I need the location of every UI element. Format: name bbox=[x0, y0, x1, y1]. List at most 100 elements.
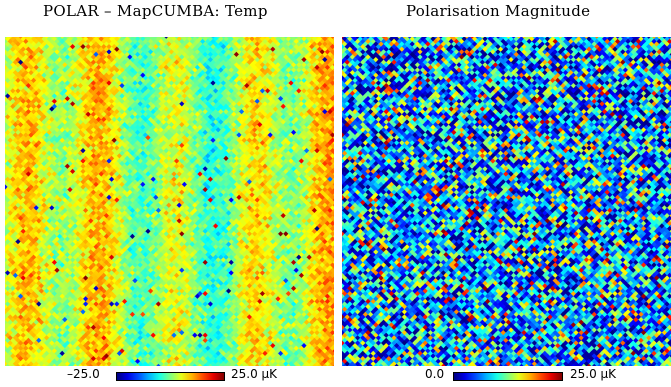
heatmap-cell bbox=[313, 101, 321, 108]
heatmap-cell bbox=[214, 59, 222, 67]
heatmap-cell bbox=[194, 101, 201, 108]
heatmap-cell bbox=[196, 37, 204, 43]
heatmap-cell bbox=[188, 153, 196, 160]
heatmap-cell bbox=[191, 46, 199, 54]
heatmap-cell bbox=[108, 140, 115, 147]
heatmap-cell bbox=[217, 114, 225, 121]
heatmap-cell bbox=[121, 101, 128, 108]
heatmap-cell bbox=[186, 114, 193, 121]
heatmap-cell bbox=[108, 114, 115, 121]
heatmap-cell bbox=[212, 46, 219, 54]
heatmap-cell bbox=[274, 46, 282, 54]
heatmap-cell bbox=[261, 59, 269, 67]
heatmap-cell bbox=[35, 37, 43, 43]
heatmap-cell bbox=[204, 153, 212, 160]
heatmap-cell bbox=[56, 140, 63, 147]
heatmap-cell bbox=[27, 101, 35, 108]
heatmap-cell bbox=[162, 142, 170, 150]
heatmap-cell bbox=[230, 116, 238, 124]
heatmap-cell bbox=[61, 114, 69, 121]
heatmap-cell bbox=[170, 37, 178, 43]
heatmap-cell bbox=[71, 103, 79, 111]
heatmap-cell bbox=[136, 90, 144, 98]
heatmap-cell bbox=[186, 46, 193, 54]
heatmap-cell bbox=[204, 64, 212, 72]
heatmap-cell bbox=[326, 124, 334, 132]
heatmap-cell bbox=[246, 127, 253, 134]
heatmap-cell bbox=[199, 90, 206, 98]
heatmap-cell bbox=[253, 46, 261, 54]
heatmap-cell bbox=[287, 85, 295, 93]
heatmap-cell bbox=[246, 90, 253, 98]
heatmap-cell bbox=[82, 62, 89, 69]
heatmap-cell bbox=[48, 116, 56, 124]
heatmap-cell bbox=[103, 119, 110, 127]
heatmap-cell bbox=[103, 88, 110, 95]
heatmap-cell bbox=[227, 46, 235, 54]
heatmap-cell bbox=[191, 129, 199, 137]
heatmap-cell bbox=[100, 148, 108, 155]
heatmap-cell bbox=[103, 109, 110, 116]
heatmap-cell bbox=[6, 90, 14, 98]
heatmap-cell bbox=[40, 129, 48, 137]
heatmap-cell bbox=[129, 62, 136, 69]
heatmap-cell bbox=[121, 80, 128, 88]
heatmap-cell bbox=[25, 103, 32, 111]
heatmap-cell bbox=[199, 101, 206, 108]
heatmap-cell bbox=[74, 142, 82, 150]
heatmap-cell bbox=[126, 59, 134, 67]
heatmap-cell bbox=[248, 135, 256, 142]
heatmap-cell bbox=[222, 46, 230, 54]
heatmap-cell bbox=[160, 114, 167, 121]
heatmap-cell bbox=[222, 41, 230, 49]
heatmap-cell bbox=[147, 153, 154, 160]
heatmap-cell bbox=[181, 37, 188, 43]
heatmap-cell bbox=[194, 148, 201, 155]
heatmap-cell bbox=[313, 85, 321, 93]
heatmap-cell bbox=[116, 75, 123, 82]
heatmap-cell bbox=[77, 46, 84, 54]
heatmap-cell bbox=[212, 114, 219, 121]
heatmap-cell bbox=[149, 77, 157, 85]
heatmap-cell bbox=[248, 140, 256, 147]
heatmap-cell bbox=[261, 142, 269, 150]
heatmap-cell bbox=[246, 116, 253, 124]
heatmap-cell bbox=[19, 135, 27, 142]
heatmap-cell bbox=[134, 103, 141, 111]
heatmap-cell bbox=[233, 41, 240, 49]
heatmap-cell bbox=[82, 135, 89, 142]
heatmap-cell bbox=[95, 101, 102, 108]
heatmap-cell bbox=[300, 46, 308, 54]
heatmap-cell bbox=[181, 114, 188, 121]
heatmap-cell bbox=[287, 116, 295, 124]
heatmap-cell bbox=[71, 37, 79, 43]
heatmap-cell bbox=[95, 116, 102, 124]
heatmap-cell bbox=[129, 83, 136, 90]
heatmap-cell bbox=[139, 46, 147, 54]
heatmap-cell bbox=[165, 129, 173, 137]
heatmap-cell bbox=[155, 140, 162, 147]
heatmap-cell bbox=[118, 37, 126, 43]
heatmap-cell bbox=[199, 127, 206, 134]
heatmap-cell bbox=[9, 155, 17, 163]
heatmap-cell bbox=[123, 37, 131, 43]
heatmap-cell bbox=[212, 41, 219, 49]
heatmap-cell bbox=[204, 101, 212, 108]
heatmap-cell bbox=[212, 135, 219, 142]
heatmap-cell bbox=[139, 140, 147, 147]
heatmap-cell bbox=[123, 155, 131, 163]
heatmap-cell bbox=[235, 122, 243, 129]
heatmap-cell bbox=[238, 140, 245, 147]
heatmap-cell bbox=[170, 129, 178, 137]
heatmap-cell bbox=[113, 46, 121, 54]
heatmap-cell bbox=[199, 142, 206, 150]
heatmap-cell bbox=[261, 80, 269, 88]
heatmap-cell bbox=[274, 114, 282, 121]
heatmap-cell bbox=[155, 41, 162, 49]
heatmap-cell bbox=[313, 38, 321, 46]
heatmap-cell bbox=[103, 67, 110, 75]
heatmap-cell bbox=[17, 148, 24, 155]
heatmap-cell bbox=[274, 93, 282, 101]
heatmap-cell bbox=[30, 109, 37, 116]
heatmap-cell bbox=[131, 142, 139, 150]
